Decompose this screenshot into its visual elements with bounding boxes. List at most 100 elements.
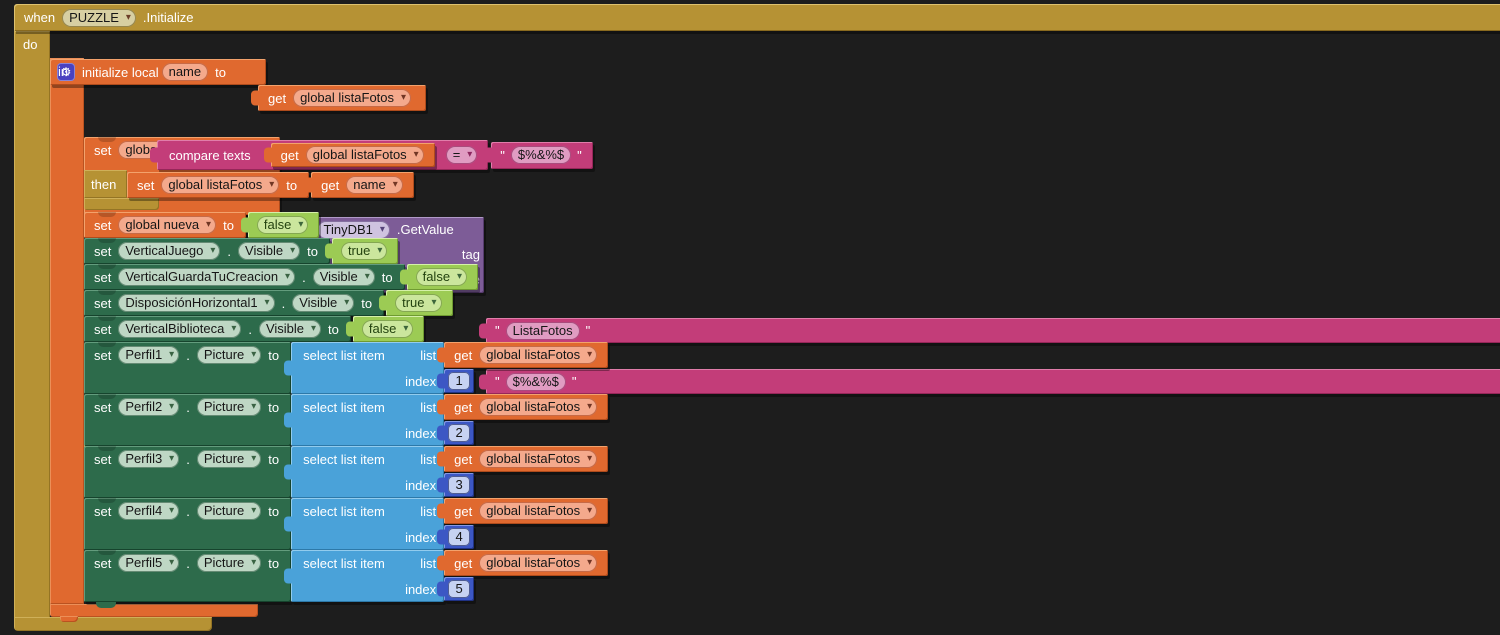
select-list-item-block[interactable]: select list item list index	[291, 498, 445, 550]
variable-dropdown[interactable]: global listaFotos	[161, 176, 280, 194]
event-component-dropdown[interactable]: PUZZLE	[62, 8, 136, 27]
number-field[interactable]: 4	[448, 528, 471, 546]
to-label: to	[286, 177, 298, 193]
string-text-field[interactable]: ListaFotos	[505, 321, 580, 340]
variable-dropdown[interactable]: name	[346, 176, 403, 194]
get-global-listafotos-block[interactable]: get global listaFotos	[258, 85, 426, 111]
text-string-block-compare[interactable]: " $%&%$ "	[491, 141, 593, 169]
text-string-block-notthere[interactable]: " $%&%$ "	[486, 369, 1500, 394]
get-global-listafotos-block[interactable]: get global listaFotos	[444, 342, 609, 368]
logic-value-dropdown[interactable]: true	[395, 294, 442, 312]
string-text-field[interactable]: $%&%$	[505, 372, 566, 391]
variable-dropdown[interactable]: global listaFotos	[293, 89, 412, 107]
set-component-property-block[interactable]: set VerticalJuego . Visible to	[84, 238, 330, 264]
component-dropdown[interactable]: DisposiciónHorizontal1	[118, 294, 275, 312]
local-var-name-field[interactable]: name	[161, 63, 209, 81]
mutator-gear-icon[interactable]: ⚙	[57, 63, 75, 81]
number-block[interactable]: 3	[444, 473, 475, 497]
logic-false-block[interactable]: false	[247, 212, 320, 238]
logic-value-dropdown[interactable]: false	[361, 320, 414, 338]
get-global-listafotos-block[interactable]: get global listaFotos	[444, 498, 609, 524]
component-dropdown[interactable]: VerticalBiblioteca	[118, 320, 242, 338]
property-dropdown[interactable]: Picture	[196, 502, 262, 520]
set-component-property-block[interactable]: set Perfil3 . Picture to	[84, 446, 292, 498]
select-list-item-block[interactable]: select list item list index	[291, 342, 445, 394]
init-local-in-column[interactable]	[50, 58, 84, 604]
variable-dropdown[interactable]: global listaFotos	[479, 346, 598, 364]
when-block-do-column[interactable]	[14, 31, 50, 631]
set-component-property-block[interactable]: set Perfil5 . Picture to	[84, 550, 292, 602]
number-block[interactable]: 1	[444, 369, 475, 393]
component-dropdown[interactable]: Perfil4	[118, 502, 180, 520]
to-label: to	[361, 295, 373, 311]
variable-dropdown[interactable]: global nueva	[118, 216, 217, 234]
text-string-block-tag[interactable]: " ListaFotos "	[486, 318, 1500, 343]
open-quote: "	[495, 323, 500, 338]
tinydb-component-dropdown[interactable]: TinyDB1	[316, 220, 390, 239]
comparison-operator-dropdown[interactable]: =	[445, 146, 478, 164]
property-dropdown[interactable]: Picture	[196, 346, 262, 364]
number-field[interactable]: 3	[448, 476, 471, 494]
set-component-property-block[interactable]: set Perfil4 . Picture to	[84, 498, 292, 550]
property-dropdown[interactable]: Visible	[258, 320, 322, 338]
variable-dropdown[interactable]: global listaFotos	[479, 502, 598, 520]
get-global-listafotos-block[interactable]: get global listaFotos	[444, 446, 609, 472]
select-list-item-block[interactable]: select list item list index	[291, 394, 445, 446]
number-block[interactable]: 2	[444, 421, 475, 445]
logic-value-block[interactable]: true	[386, 290, 453, 316]
number-block[interactable]: 4	[444, 525, 475, 549]
when-event-block[interactable]: when PUZZLE .Initialize	[14, 4, 1500, 31]
to-label: to	[268, 503, 280, 519]
logic-value-block[interactable]: false	[352, 316, 425, 342]
set-component-property-block[interactable]: set DisposiciónHorizontal1 . Visible to	[84, 290, 385, 316]
variable-dropdown[interactable]: global listaFotos	[479, 554, 598, 572]
property-dropdown[interactable]: Picture	[196, 398, 262, 416]
string-text-field[interactable]: $%&%$	[510, 146, 572, 164]
compare-texts-block[interactable]: compare texts get global listaFotos =	[157, 140, 489, 170]
set-component-property-block[interactable]: set Perfil1 . Picture to	[84, 342, 292, 394]
init-local-bottom-bar[interactable]	[50, 604, 258, 617]
select-list-item-block[interactable]: select list item list index	[291, 550, 445, 602]
logic-value-dropdown[interactable]: false	[256, 216, 309, 234]
set-component-property-block[interactable]: set VerticalBiblioteca . Visible to	[84, 316, 351, 342]
component-dropdown[interactable]: VerticalGuardaTuCreacion	[118, 268, 296, 286]
variable-dropdown[interactable]: global listaFotos	[479, 450, 598, 468]
component-dropdown[interactable]: Perfil3	[118, 450, 180, 468]
set-global-nueva-block[interactable]: set global nueva to	[84, 212, 246, 238]
method-name-label: .GetValue	[396, 222, 454, 237]
get-global-listafotos-block[interactable]: get global listaFotos	[444, 550, 609, 576]
component-dropdown[interactable]: Perfil5	[118, 554, 180, 572]
number-field[interactable]: 1	[448, 372, 471, 390]
get-global-listafotos-block[interactable]: get global listaFotos	[444, 394, 609, 420]
initialize-local-block[interactable]: ⚙ initialize local name to	[50, 59, 266, 85]
if-then-column[interactable]	[84, 170, 127, 198]
property-dropdown[interactable]: Picture	[196, 554, 262, 572]
close-quote: "	[577, 147, 582, 163]
component-dropdown[interactable]: Perfil2	[118, 398, 180, 416]
logic-value-dropdown[interactable]: true	[340, 242, 388, 260]
property-dropdown[interactable]: Visible	[238, 242, 301, 260]
logic-value-dropdown[interactable]: false	[415, 268, 468, 286]
get-name-block[interactable]: get name	[311, 172, 414, 198]
set-global-listafotos-block[interactable]: set global listaFotos to	[127, 172, 310, 198]
select-list-item-block[interactable]: select list item list index	[291, 446, 445, 498]
component-dropdown[interactable]: Perfil1	[118, 346, 180, 364]
get-global-listafotos-block[interactable]: get global listaFotos	[270, 143, 435, 167]
component-dropdown[interactable]: VerticalJuego	[118, 242, 221, 260]
logic-value-block[interactable]: false	[406, 264, 479, 290]
variable-dropdown[interactable]: global listaFotos	[305, 146, 424, 164]
property-dropdown[interactable]: Picture	[196, 450, 262, 468]
number-block[interactable]: 5	[444, 577, 475, 601]
set-component-property-block[interactable]: set Perfil2 . Picture to	[84, 394, 292, 446]
property-dropdown[interactable]: Visible	[292, 294, 355, 312]
logic-value-block[interactable]: true	[331, 238, 399, 264]
property-dropdown[interactable]: Visible	[312, 268, 375, 286]
variable-dropdown[interactable]: global listaFotos	[479, 398, 598, 416]
number-field[interactable]: 2	[448, 424, 471, 442]
set-component-property-block[interactable]: set VerticalGuardaTuCreacion . Visible t…	[84, 264, 405, 290]
open-quote: "	[495, 374, 500, 389]
number-field[interactable]: 5	[448, 580, 471, 598]
close-quote: "	[571, 374, 577, 389]
when-block-bottom-bar[interactable]	[14, 617, 212, 631]
